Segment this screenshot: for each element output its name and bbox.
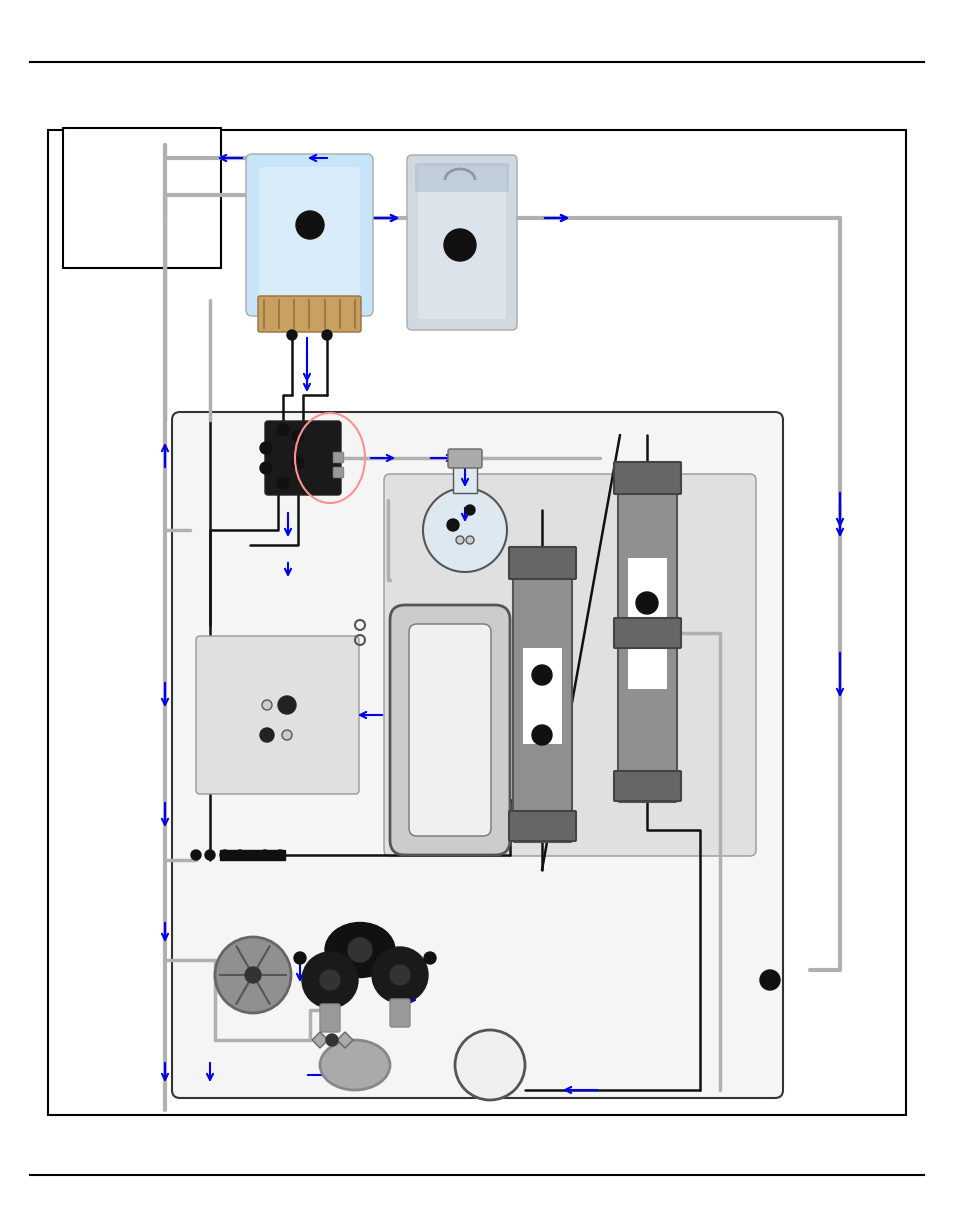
FancyBboxPatch shape xyxy=(509,811,576,840)
Circle shape xyxy=(455,1029,524,1099)
FancyBboxPatch shape xyxy=(513,548,572,842)
Circle shape xyxy=(294,952,306,964)
Circle shape xyxy=(447,519,458,531)
Bar xyxy=(333,452,343,463)
Circle shape xyxy=(276,425,289,436)
Bar xyxy=(63,128,221,267)
FancyBboxPatch shape xyxy=(319,1004,339,1032)
Circle shape xyxy=(322,330,332,340)
FancyBboxPatch shape xyxy=(172,412,782,1098)
Circle shape xyxy=(274,850,285,860)
FancyBboxPatch shape xyxy=(415,163,509,191)
Circle shape xyxy=(292,456,304,469)
FancyBboxPatch shape xyxy=(407,155,517,330)
FancyBboxPatch shape xyxy=(437,171,485,194)
Bar xyxy=(627,558,666,690)
FancyBboxPatch shape xyxy=(258,167,359,303)
Circle shape xyxy=(220,850,230,860)
FancyBboxPatch shape xyxy=(614,463,680,494)
Circle shape xyxy=(245,967,261,983)
FancyBboxPatch shape xyxy=(246,155,373,317)
Circle shape xyxy=(443,229,476,261)
Bar xyxy=(220,850,285,860)
Circle shape xyxy=(456,536,463,544)
Circle shape xyxy=(295,211,324,239)
Circle shape xyxy=(260,728,274,742)
FancyBboxPatch shape xyxy=(384,474,755,856)
Circle shape xyxy=(262,699,272,710)
Bar xyxy=(453,463,476,493)
Circle shape xyxy=(276,477,289,490)
FancyBboxPatch shape xyxy=(618,463,677,802)
FancyBboxPatch shape xyxy=(448,449,481,467)
Circle shape xyxy=(277,696,295,714)
Bar xyxy=(522,648,561,744)
FancyBboxPatch shape xyxy=(409,625,491,836)
FancyBboxPatch shape xyxy=(195,636,358,794)
Circle shape xyxy=(422,488,506,572)
Circle shape xyxy=(302,952,357,1009)
FancyBboxPatch shape xyxy=(417,166,505,319)
FancyBboxPatch shape xyxy=(509,547,576,579)
FancyBboxPatch shape xyxy=(614,618,680,648)
FancyBboxPatch shape xyxy=(390,999,410,1027)
Bar xyxy=(48,130,905,1115)
Circle shape xyxy=(390,964,410,985)
FancyBboxPatch shape xyxy=(265,421,340,494)
Circle shape xyxy=(319,971,339,990)
Circle shape xyxy=(260,850,270,860)
Polygon shape xyxy=(312,1032,328,1048)
Circle shape xyxy=(191,850,201,860)
Circle shape xyxy=(260,463,272,474)
Polygon shape xyxy=(336,1032,353,1048)
Circle shape xyxy=(423,952,436,964)
Circle shape xyxy=(465,536,474,544)
Circle shape xyxy=(214,937,291,1014)
Circle shape xyxy=(532,665,552,685)
Circle shape xyxy=(260,442,272,454)
Circle shape xyxy=(760,971,780,990)
Circle shape xyxy=(282,730,292,740)
Circle shape xyxy=(292,429,304,442)
Circle shape xyxy=(636,591,658,614)
Circle shape xyxy=(372,947,428,1002)
Bar xyxy=(333,467,343,477)
FancyBboxPatch shape xyxy=(257,296,360,333)
Ellipse shape xyxy=(325,923,395,978)
FancyBboxPatch shape xyxy=(614,771,680,801)
Circle shape xyxy=(287,330,296,340)
Circle shape xyxy=(326,1034,337,1045)
Circle shape xyxy=(348,937,372,962)
FancyBboxPatch shape xyxy=(390,605,510,855)
Circle shape xyxy=(205,850,214,860)
Circle shape xyxy=(234,850,245,860)
Circle shape xyxy=(532,725,552,745)
Ellipse shape xyxy=(319,1040,390,1090)
Circle shape xyxy=(464,506,475,515)
